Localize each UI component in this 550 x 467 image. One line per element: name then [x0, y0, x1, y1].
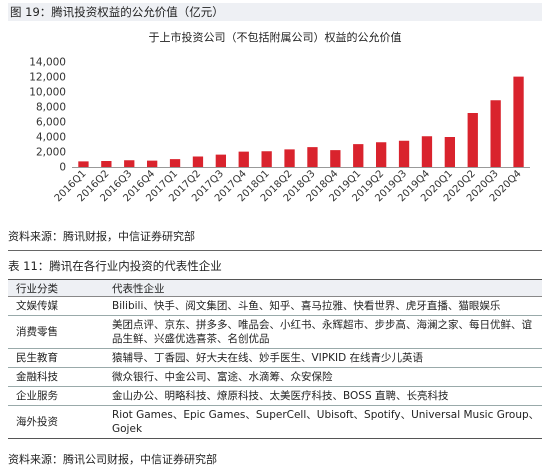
bar [78, 161, 89, 167]
companies-cell: Riot Games、Epic Games、SuperCell、Ubisoft、… [104, 405, 542, 439]
bar [513, 76, 524, 167]
y-tick-label: 10,000 [29, 87, 66, 99]
companies-cell: Bilibili、快手、阅文集团、斗鱼、知乎、喜马拉雅、快看世界、虎牙直播、猫眼… [104, 296, 542, 316]
y-tick-label: 4,000 [36, 132, 66, 144]
bar [353, 144, 364, 167]
industry-cell: 消费零售 [8, 315, 104, 349]
bar [169, 159, 181, 167]
table-source: 资料来源：腾讯公司财报，中信证券研究部 [8, 453, 217, 466]
table-row: 民生教育 猿辅导、丁香园、好大夫在线、妙手医生、VIPKID 在线青少儿英语 [8, 348, 542, 368]
bar [261, 151, 272, 167]
industry-cell: 企业服务 [8, 386, 104, 406]
companies-cell: 金山办公、明略科技、燎原科技、太美医疗科技、BOSS 直聘、长亮科技 [104, 386, 542, 406]
y-tick-label: 14,000 [29, 57, 66, 69]
y-tick-label: 6,000 [36, 117, 66, 129]
bar [307, 147, 318, 167]
bar [421, 136, 433, 167]
y-tick-label: 8,000 [36, 102, 66, 114]
table-row: 金融科技 微众银行、中金公司、富途、水滴筹、众安保险 [8, 367, 542, 387]
companies-cell: 微众银行、中金公司、富途、水滴筹、众安保险 [104, 367, 542, 387]
table-row: 企业服务 金山办公、明略科技、燎原科技、太美医疗科技、BOSS 直聘、长亮科技 [8, 386, 542, 406]
representative-companies-table: 行业分类 代表性企业 文娱传媒 Bilibili、快手、阅文集团、斗鱼、知乎、喜… [8, 279, 542, 439]
header-industry: 行业分类 [8, 279, 104, 297]
bar [146, 160, 158, 167]
bar [398, 140, 410, 167]
companies-cell: 猿辅导、丁香园、好大夫在线、妙手医生、VIPKID 在线青少儿英语 [104, 348, 542, 368]
bar [215, 154, 227, 167]
divider [8, 250, 542, 251]
bar [490, 100, 501, 167]
bar [284, 149, 295, 167]
chart-title: 于上市投资公司（不包括附属公司）权益的公允价值 [148, 31, 402, 44]
industry-cell: 文娱传媒 [8, 296, 104, 316]
industry-cell: 民生教育 [8, 348, 104, 368]
industry-cell: 金融科技 [8, 367, 104, 387]
table-row: 文娱传媒 Bilibili、快手、阅文集团、斗鱼、知乎、喜马拉雅、快看世界、虎牙… [8, 296, 542, 316]
bar [238, 151, 249, 167]
table-row: 海外投资 Riot Games、Epic Games、SuperCell、Ubi… [8, 405, 542, 439]
companies-cell: 美团点评、京东、拼多多、唯品会、小红书、永辉超市、步步高、海澜之家、每日优鲜、谊… [104, 315, 542, 349]
y-tick-label: 12,000 [29, 72, 66, 84]
table-title: 表 11：腾讯在各行业内投资的代表性企业 [8, 259, 222, 273]
table-header-row: 行业分类 代表性企业 [8, 279, 542, 297]
bar [101, 161, 112, 167]
bar [192, 156, 204, 167]
bar [467, 113, 478, 167]
table-row: 消费零售 美团点评、京东、拼多多、唯品会、小红书、永辉超市、步步高、海澜之家、每… [8, 315, 542, 349]
bar [330, 150, 341, 167]
chart-source: 资料来源：腾讯财报，中信证券研究部 [8, 230, 195, 243]
bar [124, 160, 135, 167]
industry-cell: 海外投资 [8, 405, 104, 439]
bar [375, 142, 387, 167]
figure-title: 图 19：腾讯投资权益的公允价值（亿元） [8, 3, 542, 21]
bar [444, 137, 456, 167]
y-tick-label: 2,000 [36, 147, 66, 159]
header-companies: 代表性企业 [104, 279, 542, 297]
y-tick-label: 0 [59, 162, 66, 174]
bar-chart: 02,0004,0006,0008,00010,00012,00014,0002… [29, 57, 530, 204]
